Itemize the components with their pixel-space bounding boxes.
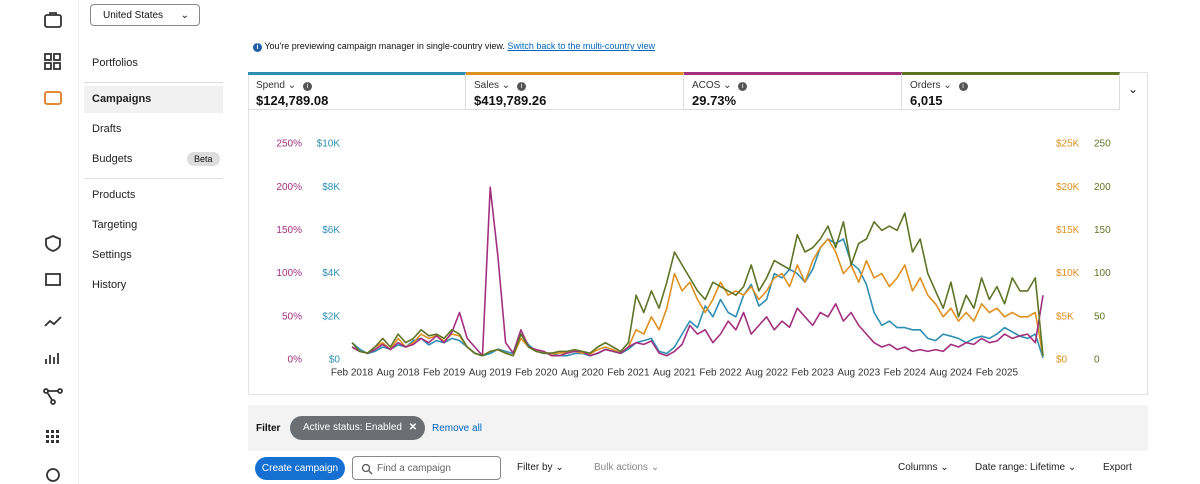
y-tick-label: 200 [1094,182,1111,193]
metric-total: 29.73% [692,93,737,108]
filter-chip[interactable]: Active status: Enabled ✕ [290,416,425,440]
filter-by[interactable]: Filter by ⌄ [517,462,564,473]
metric-card[interactable]: Sales ⌄ i $419,789.26 [466,72,684,110]
metric-name: Orders ⌄ i [910,80,1111,91]
y-tick-label: 50% [282,311,302,322]
y-tick-label: 50 [1094,311,1106,322]
y-tick-label: $2K [322,311,340,322]
metric-name-text: Sales [474,80,500,91]
nav-item[interactable]: Drafts [92,123,122,135]
y-tick-label: 0% [288,355,303,366]
icon-rail [0,0,79,484]
metric-total: $419,789.26 [474,93,547,108]
expand-chevron[interactable]: ⌄ [1128,82,1139,96]
nav-item[interactable]: Targeting [92,219,138,231]
metric-card[interactable]: Orders ⌄ i 6,015 [902,72,1120,110]
filter-by-text: Filter by [517,462,553,473]
nav-item[interactable]: Products [92,189,136,201]
y-tick-label: $0 [329,355,341,366]
create-button[interactable]: Create campaign [255,457,345,480]
x-tick-label: Feb 2018 [331,368,374,379]
y-tick-label: $20K [1056,182,1080,193]
chart: $0 $2K $4K $6K $8K $10K 0% 50% 100% 150% 200% 250% $… [276,139,1111,379]
remove-all[interactable]: Remove all [432,423,483,434]
nav-item[interactable]: History [92,279,127,291]
rail-icons[interactable] [40,10,66,484]
nav-item[interactable]: Settings [92,249,132,261]
banner: i You're previewing campaign manager in … [253,41,655,52]
x-tick-label: Aug 2018 [377,368,420,379]
search-placeholder: Find a campaign [377,463,451,474]
metric-name-text: Orders [910,80,941,91]
nav-badge: Beta [187,152,220,166]
metric-icons: ⌄ i [720,80,748,91]
metric-name-text: ACOS [692,80,721,91]
y-tick-label: $10K [317,139,341,150]
banner-text: You're previewing campaign manager in si… [264,41,505,51]
search-box[interactable]: Find a campaign [352,456,501,480]
series-line [351,186,1044,357]
x-tick-label: Feb 2024 [884,368,927,379]
metric-icons: ⌄ i [285,80,312,91]
metric-icons: ⌄ i [941,80,968,91]
y-tick-label: $4K [322,268,340,279]
y-tick-label: 250% [276,139,302,150]
x-tick-label: Aug 2024 [929,368,972,379]
metric-card[interactable]: ACOS ⌄ i 29.73% [684,72,902,110]
y-tick-label: 0 [1094,355,1100,366]
y-tick-label: 100 [1094,268,1111,279]
country-text: United States [103,10,164,21]
y-tick-label: $6K [322,225,340,236]
metric-name: Sales ⌄ i [474,80,675,91]
bulk-actions[interactable]: Bulk actions ⌄ [594,462,660,473]
nav-selected-bg [84,86,223,113]
x-tick-label: Feb 2025 [976,368,1019,379]
date-range[interactable]: Date range: Lifetime ⌄ [975,462,1077,473]
x-tick-label: Feb 2019 [423,368,466,379]
x-tick-label: Aug 2020 [561,368,604,379]
divider [84,178,223,179]
metric-card[interactable]: Spend ⌄ i $124,789.08 [248,72,466,110]
y-tick-label: 150 [1094,225,1111,236]
y-tick-label: $5K [1056,311,1074,322]
y-tick-label: 100% [276,268,302,279]
bulk-text: Bulk actions [594,462,648,473]
divider [84,82,223,83]
columns[interactable]: Columns ⌄ [898,462,949,473]
banner-link[interactable]: Switch back to the multi-country view [507,41,655,51]
metric-name: ACOS ⌄ i [692,80,893,91]
metric-total: $124,789.08 [256,93,329,108]
x-tick-label: Feb 2021 [607,368,650,379]
columns-text: Columns [898,462,938,473]
x-tick-label: Feb 2020 [515,368,558,379]
metric-name: Spend ⌄ i [256,80,457,91]
x-tick-label: Aug 2019 [469,368,512,379]
x-tick-label: Feb 2023 [792,368,835,379]
nav-item[interactable]: Portfolios [92,57,138,69]
x-tick-label: Aug 2021 [653,368,696,379]
y-tick-label: 150% [276,225,302,236]
x-tick-label: Aug 2022 [745,368,788,379]
series-line [351,212,1044,357]
x-tick-label: Aug 2023 [837,368,880,379]
filter-label: Filter [256,423,281,434]
y-tick-label: 250 [1094,139,1111,150]
y-tick-label: $0 [1056,355,1068,366]
y-tick-label: $10K [1056,268,1080,279]
nav-item[interactable]: Campaigns [92,93,152,105]
y-tick-label: $25K [1056,139,1080,150]
y-tick-label: $15K [1056,225,1080,236]
chip-text: Active status: Enabled [303,422,402,433]
nav-item[interactable]: Budgets [92,153,133,165]
x-tick-label: Feb 2022 [699,368,742,379]
y-tick-label: 200% [276,182,302,193]
metric-total: 6,015 [910,93,943,108]
date-range-text: Date range: Lifetime [975,462,1066,473]
metric-icons: ⌄ i [499,80,526,91]
country-select[interactable]: United States ⌄ [90,4,200,26]
y-tick-label: $8K [322,182,340,193]
metric-name-text: Spend [256,80,285,91]
export[interactable]: Export [1103,462,1132,473]
